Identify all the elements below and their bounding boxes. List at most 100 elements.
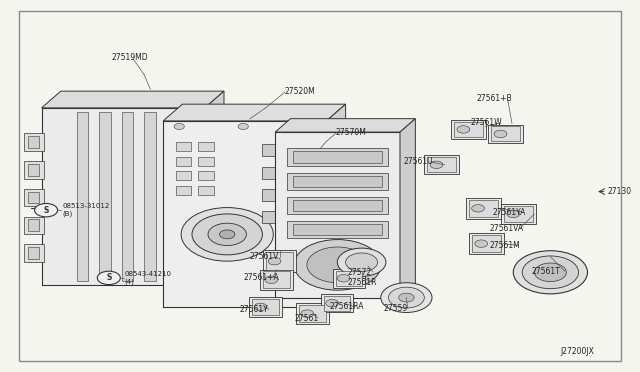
Text: 27130: 27130 <box>608 187 632 196</box>
Circle shape <box>289 124 300 129</box>
Bar <box>198 186 214 195</box>
Circle shape <box>265 276 278 283</box>
Text: 27561+A: 27561+A <box>243 273 279 282</box>
Polygon shape <box>205 91 224 285</box>
Circle shape <box>174 124 184 129</box>
Text: 27561M: 27561M <box>490 241 520 250</box>
Text: 27561T: 27561T <box>531 267 560 276</box>
Text: 27561+B: 27561+B <box>477 94 513 103</box>
Bar <box>163 121 326 307</box>
Circle shape <box>472 205 484 212</box>
Polygon shape <box>400 119 415 298</box>
Circle shape <box>35 203 58 217</box>
Circle shape <box>534 263 566 282</box>
Polygon shape <box>326 104 346 307</box>
Circle shape <box>326 299 339 307</box>
Bar <box>176 186 191 195</box>
Bar <box>333 269 365 288</box>
Bar <box>468 234 504 254</box>
Bar <box>24 217 44 234</box>
Circle shape <box>381 283 432 312</box>
Bar <box>466 198 501 219</box>
Bar <box>492 126 520 141</box>
Circle shape <box>430 161 443 169</box>
Text: 27561YA: 27561YA <box>493 208 526 217</box>
Bar <box>28 219 39 231</box>
Bar <box>287 197 388 214</box>
Bar <box>198 142 214 151</box>
Circle shape <box>399 293 414 302</box>
Bar <box>504 205 533 222</box>
Bar <box>287 221 388 238</box>
Circle shape <box>97 271 120 285</box>
Circle shape <box>494 130 507 138</box>
Circle shape <box>522 256 579 289</box>
Bar <box>262 167 310 179</box>
Bar <box>99 112 111 281</box>
Bar <box>173 134 189 143</box>
Bar <box>28 136 39 148</box>
Text: 27572: 27572 <box>348 268 372 277</box>
Circle shape <box>337 248 386 276</box>
Bar <box>468 200 498 217</box>
Bar <box>262 211 310 223</box>
Circle shape <box>254 303 267 311</box>
Bar <box>24 244 44 262</box>
Text: J27200JX: J27200JX <box>560 347 594 356</box>
Bar <box>263 250 296 272</box>
Text: 08543-41210
(4): 08543-41210 (4) <box>125 271 172 285</box>
Bar <box>262 144 310 156</box>
Circle shape <box>388 287 424 308</box>
Bar <box>77 112 88 281</box>
Circle shape <box>507 210 520 218</box>
Bar <box>262 189 310 201</box>
Bar <box>28 192 39 203</box>
Text: S: S <box>44 206 49 215</box>
Bar <box>176 157 191 166</box>
Bar <box>299 305 326 322</box>
Text: 27559: 27559 <box>384 304 408 312</box>
Bar <box>324 296 350 311</box>
Circle shape <box>220 230 235 239</box>
Circle shape <box>268 257 281 265</box>
Bar <box>275 132 400 298</box>
Circle shape <box>337 275 350 282</box>
Bar <box>122 112 133 281</box>
Bar <box>451 120 486 139</box>
Bar <box>287 148 388 166</box>
Polygon shape <box>163 104 346 121</box>
Bar <box>176 171 191 180</box>
Bar <box>198 171 214 180</box>
Bar <box>42 108 205 285</box>
Circle shape <box>301 310 314 317</box>
Text: 08513-31012
(B): 08513-31012 (B) <box>63 203 110 217</box>
Bar <box>24 161 44 179</box>
Text: 27561W: 27561W <box>470 118 502 127</box>
Bar <box>198 157 214 166</box>
Bar <box>24 133 44 151</box>
Bar <box>176 142 191 151</box>
Bar <box>173 119 189 128</box>
Circle shape <box>192 214 262 255</box>
Bar <box>263 272 290 288</box>
Text: 27561Y: 27561Y <box>240 305 269 314</box>
Bar <box>472 235 501 252</box>
Bar <box>24 189 44 206</box>
Polygon shape <box>42 91 224 108</box>
Circle shape <box>513 251 588 294</box>
Bar <box>28 247 39 259</box>
Bar <box>293 176 382 187</box>
Text: 27561V: 27561V <box>250 252 279 261</box>
Circle shape <box>208 223 246 246</box>
Circle shape <box>294 240 381 290</box>
Bar <box>428 157 456 172</box>
Bar <box>249 297 282 317</box>
Bar <box>488 125 524 143</box>
Bar <box>266 252 293 270</box>
Text: 27561U: 27561U <box>403 157 433 166</box>
Circle shape <box>346 253 378 272</box>
Text: 27561: 27561 <box>294 314 319 323</box>
Circle shape <box>307 247 368 283</box>
Polygon shape <box>275 119 415 132</box>
Bar <box>293 151 382 163</box>
